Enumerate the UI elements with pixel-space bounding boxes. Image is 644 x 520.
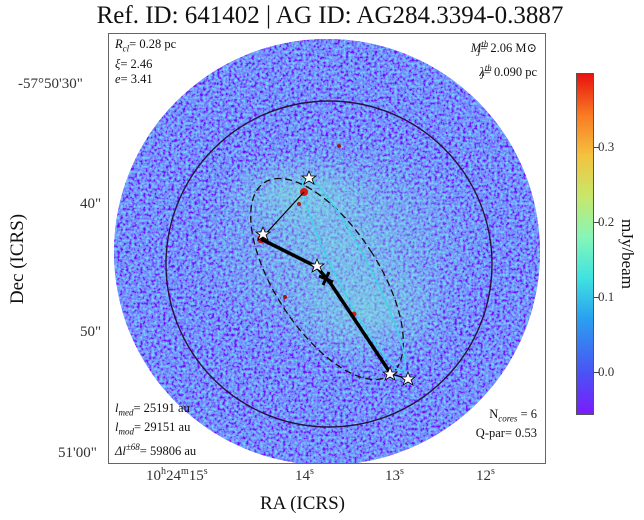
x-axis-label: RA (ICRS) [260,493,345,514]
map-disk [114,39,540,463]
star-1 [300,169,318,185]
colorbar-label: mJy/beam [618,219,637,289]
colorbar-tick-label: 0.1 [598,289,615,304]
figure-title: Ref. ID: 641402 | AG ID: AG284.3394-0.38… [96,2,564,29]
star-4 [381,365,399,381]
annotation-top-right: MthJ= 2.06 M⊙ λthJ= 0.090 pc [470,39,537,82]
star-2 [254,225,272,241]
colorbar-tick-label: 0.0 [598,364,615,379]
annotation-bottom-right: Ncores = 6 Q-par= 0.53 [475,406,537,441]
image-panel: Rcl= 0.28 pc ξ= 2.46 e= 3.41 MthJ= 2.06 … [108,33,546,464]
xtick-label: 14s [295,466,314,484]
emission-map [114,39,540,463]
colorbar-tick-label: 0.2 [598,214,615,229]
ytick-label: 50" [80,324,102,340]
colorbar-tick [594,147,599,148]
xtick-label: 10h24m15s [146,466,208,484]
annotation-bottom-left: lmed= 25191 au lmod= 29151 au Δl±68= 598… [115,400,197,458]
mst-path [260,237,393,375]
colorbar [576,73,594,415]
star-5 [399,370,417,386]
colorbar-tick [594,222,599,223]
ytick-label: -57°50'30" [18,76,83,92]
colorbar-tick [594,297,599,298]
xtick-label: 13s [385,466,404,484]
colorbar-tick-label: 0.3 [598,139,615,154]
xtick-label: 12s [476,466,495,484]
colorbar-tick [594,372,599,373]
mst-thin-branch [260,191,305,240]
ytick-label: 40" [80,196,102,212]
star-3 [308,257,326,273]
centroid-cross [318,271,334,286]
star-markers [254,169,417,386]
y-axis-label: Dec (ICRS) [7,213,28,305]
annotation-top-left: Rcl= 0.28 pc ξ= 2.46 e= 3.41 [115,37,177,86]
ytick-label: 51'00" [58,445,97,461]
field-circle [165,100,493,428]
